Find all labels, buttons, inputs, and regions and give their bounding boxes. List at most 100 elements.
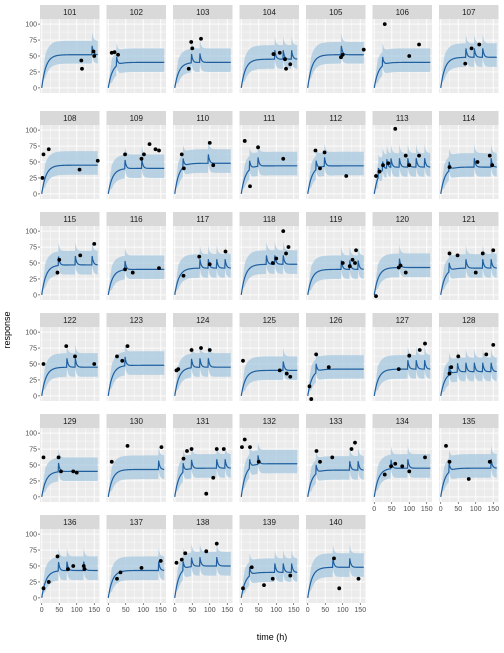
strip-bg xyxy=(173,5,233,19)
facet-137: 137 0 50 100 150 xyxy=(106,515,167,614)
prediction-band xyxy=(307,544,364,598)
observed-point xyxy=(487,153,492,158)
facet-138: 138 0 50 100 150 xyxy=(173,515,233,614)
prediction-band xyxy=(108,145,165,194)
facet-108: 108 0 25 50 75 100 xyxy=(25,111,100,199)
observed-point xyxy=(92,362,97,366)
observed-point xyxy=(80,66,84,71)
facet-139: 139 0 50 100 150 xyxy=(239,515,300,614)
y-tick-label: 100 xyxy=(25,431,37,438)
strip-bg xyxy=(239,515,299,529)
strip-label: 108 xyxy=(63,114,77,123)
strip-bg xyxy=(439,5,499,19)
strip-label: 110 xyxy=(196,114,209,123)
strip-label: 120 xyxy=(396,215,410,224)
facet-128: 128 xyxy=(439,313,499,401)
facet-124: 124 xyxy=(173,313,233,401)
strip-bg xyxy=(173,212,233,226)
observed-point xyxy=(211,163,216,168)
observed-point xyxy=(288,374,293,379)
observed-point xyxy=(207,140,212,145)
y-tick-label: 75 xyxy=(29,38,37,45)
y-tick-label: 25 xyxy=(29,579,37,586)
x-tick-label: 50 xyxy=(255,607,263,614)
y-tick-label: 25 xyxy=(29,69,37,76)
facet-122: 122 0 25 50 75 100 xyxy=(25,313,100,401)
observed-point xyxy=(344,174,349,178)
observed-point xyxy=(447,251,452,256)
strip-bg xyxy=(239,111,299,125)
y-tick-label: 100 xyxy=(25,532,37,539)
strip-bg xyxy=(40,111,100,125)
strip-bg xyxy=(40,313,100,327)
observed-point xyxy=(407,469,412,474)
median-line xyxy=(174,53,231,88)
observed-point xyxy=(179,152,184,157)
median-line xyxy=(373,459,431,497)
y-tick-label: 100 xyxy=(25,229,37,236)
strip-bg xyxy=(306,212,366,226)
facet-132: 132 xyxy=(239,414,299,502)
prediction-band xyxy=(440,348,497,396)
observed-point xyxy=(491,248,496,253)
prediction-band xyxy=(241,143,298,194)
observed-point xyxy=(393,126,398,131)
strip-label: 109 xyxy=(130,114,144,123)
observed-point xyxy=(41,362,46,366)
strip-label: 125 xyxy=(263,316,277,325)
median-line xyxy=(174,556,231,598)
observed-point xyxy=(477,42,482,47)
observed-point xyxy=(66,567,70,572)
observed-point xyxy=(41,152,46,157)
observed-point xyxy=(158,558,163,563)
facet-panels: 101 0 25 50 75 100 102 103 104 105 106 107 108 0 25 50 7… xyxy=(25,5,499,614)
observed-point xyxy=(204,491,209,496)
median-line xyxy=(107,561,165,598)
y-tick-label: 75 xyxy=(29,447,37,454)
observed-point xyxy=(248,184,252,189)
prediction-band xyxy=(307,349,364,396)
x-tick-label: 100 xyxy=(270,607,282,614)
facet-130: 130 xyxy=(106,414,166,502)
observed-point xyxy=(490,163,495,168)
observed-point xyxy=(449,365,454,370)
x-tick-label: 50 xyxy=(388,506,396,513)
y-tick-label: 75 xyxy=(29,346,37,353)
observed-point xyxy=(318,459,322,464)
observed-point xyxy=(487,459,492,464)
prediction-band xyxy=(41,448,98,497)
observed-point xyxy=(41,455,46,460)
observed-point xyxy=(40,176,45,180)
observed-point xyxy=(288,62,293,67)
facet-126: 126 xyxy=(306,313,366,401)
y-tick-label: 0 xyxy=(33,191,37,198)
strip-bg xyxy=(306,414,366,428)
strip-bg xyxy=(40,515,100,529)
facet-115: 115 0 25 50 75 100 xyxy=(25,212,100,300)
median-line xyxy=(307,558,364,598)
observed-point xyxy=(189,447,194,451)
observed-point xyxy=(214,541,219,546)
strip-bg xyxy=(173,414,233,428)
x-tick-label: 150 xyxy=(88,607,100,614)
strip-label: 138 xyxy=(196,518,210,527)
prediction-band xyxy=(174,445,231,497)
prediction-band xyxy=(241,441,298,497)
observed-point xyxy=(204,549,209,554)
facet-136: 136 0 25 50 75 100 0 50 100 150 xyxy=(25,515,100,614)
facet-107: 107 xyxy=(439,5,499,93)
strip-bg xyxy=(106,414,166,428)
observed-point xyxy=(240,445,244,450)
facet-112: 112 xyxy=(306,111,366,199)
observed-point xyxy=(283,57,287,62)
observed-point xyxy=(314,352,319,357)
x-tick-label: 0 xyxy=(306,607,310,614)
observed-point xyxy=(463,61,468,66)
observed-point xyxy=(475,160,480,164)
strip-bg xyxy=(106,5,166,19)
prediction-band xyxy=(174,245,231,295)
observed-point xyxy=(78,253,83,258)
strip-label: 136 xyxy=(63,518,77,527)
strip-label: 128 xyxy=(462,316,476,325)
observed-point xyxy=(330,455,335,460)
